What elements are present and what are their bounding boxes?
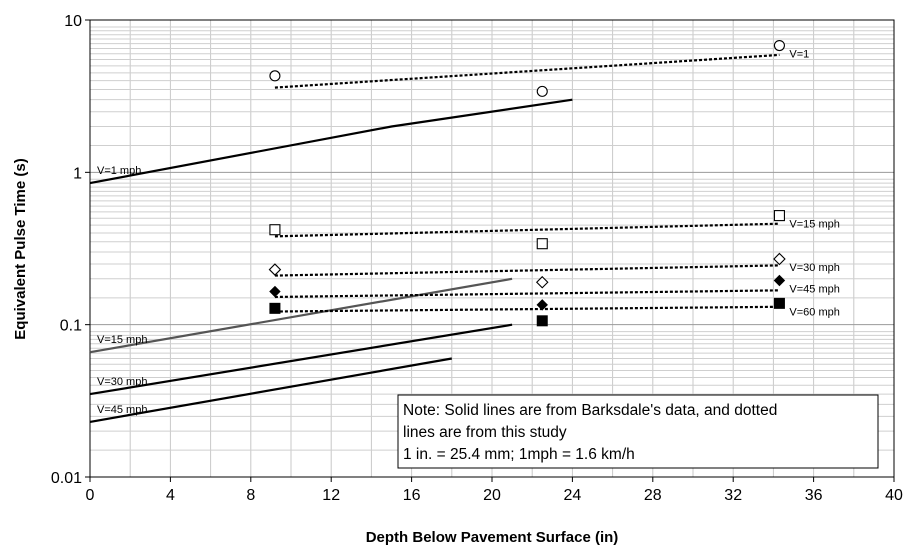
data-point-square — [536, 238, 548, 250]
barksdale-line-label: V=30 mph — [97, 376, 147, 388]
barksdale-line-label: V=1 mph — [97, 165, 141, 177]
data-point-diamond-filled — [536, 299, 548, 311]
barksdale-line-label: V=15 mph — [97, 334, 147, 346]
x-tick-label: 24 — [564, 487, 582, 504]
data-point-diamond-filled — [269, 285, 281, 298]
y-axis: 10 1 0.1 0.01 — [51, 13, 90, 487]
y-tick-label: 0.1 — [60, 318, 82, 335]
note-line-3: 1 in. = 25.4 mm; 1mph = 1.6 km/h — [403, 446, 635, 463]
study-series-label: V=30 mph — [789, 262, 839, 274]
barksdale-lines — [89, 98, 573, 423]
y-tick-label: 1 — [73, 165, 82, 182]
x-tick-label: 4 — [166, 487, 175, 504]
barksdale-line-label: V=45 mph — [97, 404, 147, 416]
x-tick-label: 28 — [644, 487, 662, 504]
study-trend-line — [274, 53, 780, 89]
study-trend-line — [274, 305, 780, 313]
data-point-circle — [773, 39, 785, 52]
data-point-diamond — [268, 263, 282, 276]
data-point-diamond — [535, 275, 549, 289]
study-trend-line — [274, 264, 780, 277]
study-trend-lines — [274, 53, 780, 313]
x-tick-label: 16 — [403, 487, 421, 504]
study-series-label: V=45 mph — [789, 283, 839, 295]
note-line-2: lines are from this study — [403, 424, 567, 441]
x-axis-title: Depth Below Pavement Surface (in) — [366, 529, 619, 546]
barksdale-line — [89, 98, 573, 185]
data-point-square-filled — [536, 315, 548, 327]
barksdale-line — [89, 357, 452, 423]
note-box: Note: Solid lines are from Barksdale's d… — [397, 394, 879, 469]
study-series-label: V=60 mph — [789, 306, 839, 318]
y-tick-label: 10 — [64, 13, 82, 30]
data-point-square-filled — [773, 297, 785, 309]
note-box-frame — [397, 394, 879, 469]
study-markers — [268, 39, 786, 327]
study-series-label: V=15 mph — [789, 219, 839, 231]
data-point-diamond — [773, 252, 786, 266]
study-trend-line — [274, 222, 780, 238]
x-tick-label: 0 — [86, 487, 95, 504]
data-point-square-filled — [269, 302, 281, 314]
x-tick-label: 36 — [805, 487, 823, 504]
x-tick-label: 40 — [885, 487, 903, 504]
x-tick-label: 12 — [322, 487, 340, 504]
barksdale-line — [89, 277, 513, 354]
x-tick-label: 8 — [246, 487, 255, 504]
data-point-square — [269, 224, 281, 236]
study-trend-line — [274, 289, 780, 299]
barksdale-line — [89, 323, 513, 396]
x-axis: 0 4 8 12 16 20 24 28 32 36 40 — [86, 477, 903, 504]
y-axis-title: Equivalent Pulse Time (s) — [12, 158, 29, 339]
series-labels: V=1 mph V=15 mph V=30 mph V=45 mph V=1 V=15 m… — [97, 49, 840, 416]
data-point-square — [773, 210, 785, 222]
y-tick-label: 0.01 — [51, 470, 82, 487]
data-point-circle — [269, 70, 281, 82]
study-series-label: V=1 — [789, 49, 809, 61]
x-tick-label: 32 — [724, 487, 742, 504]
x-tick-label: 20 — [483, 487, 501, 504]
data-point-diamond-filled — [773, 274, 786, 287]
data-point-circle — [536, 85, 548, 97]
note-line-1: Note: Solid lines are from Barksdale's d… — [403, 402, 777, 419]
